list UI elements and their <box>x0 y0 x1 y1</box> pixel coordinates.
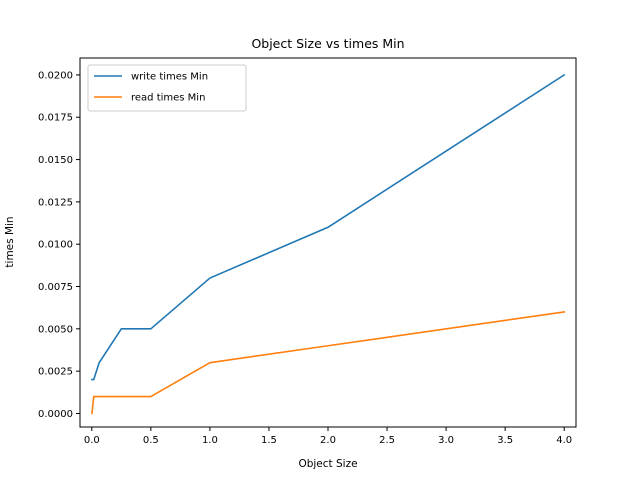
y-tick-label: 0.0100 <box>38 240 73 251</box>
plot-lines <box>91 73 566 415</box>
plot-area-frame <box>79 57 577 428</box>
y-tick-label: 0.0075 <box>38 282 73 293</box>
legend-label-2: read times Min <box>131 93 205 104</box>
x-tick-label: 1.5 <box>261 435 277 446</box>
x-tick-label: 3.5 <box>497 435 513 446</box>
x-axis-label: Object Size <box>298 458 357 470</box>
chart-title: Object Size vs times Min <box>251 36 404 51</box>
y-tick-label: 0.0175 <box>38 113 73 124</box>
x-axis-ticks: 0.0 0.5 1.0 1.5 2.0 2.5 3.0 3.5 4.0 <box>84 427 572 446</box>
legend-label-1: write times Min <box>131 72 208 83</box>
x-tick-label: 4.0 <box>556 435 572 446</box>
x-tick-label: 2.0 <box>320 435 336 446</box>
y-tick-label: 0.0050 <box>38 324 73 335</box>
y-tick-label: 0.0125 <box>38 197 73 208</box>
y-axis-ticks: 0.0000 0.0025 0.0050 0.0075 0.0100 0.0125 0.01… <box>38 70 80 420</box>
y-tick-label: 0.0025 <box>38 367 73 378</box>
y-tick-label: 0.0000 <box>38 409 73 420</box>
y-axis-label: times Min <box>4 216 16 267</box>
series-line-2 <box>91 310 566 415</box>
legend-box <box>87 64 247 112</box>
legend: write times Min read times Min <box>87 64 247 112</box>
x-tick-label: 0.0 <box>84 435 100 446</box>
y-tick-label: 0.0200 <box>38 70 73 81</box>
y-tick-label: 0.0150 <box>38 155 73 166</box>
x-tick-label: 2.5 <box>379 435 395 446</box>
x-tick-label: 1.0 <box>202 435 218 446</box>
series-line-1 <box>91 73 566 381</box>
x-tick-label: 3.0 <box>438 435 454 446</box>
x-tick-label: 0.5 <box>143 435 159 446</box>
